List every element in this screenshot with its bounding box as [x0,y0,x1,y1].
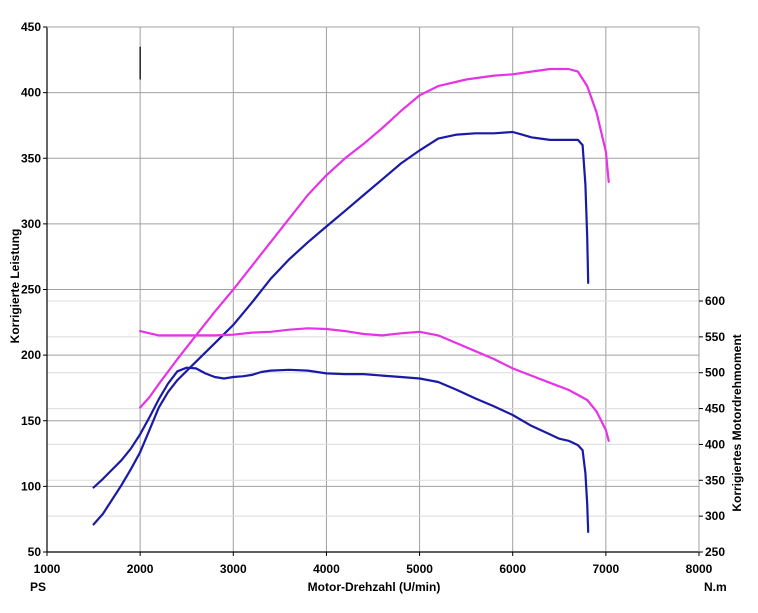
x-tick-label: 8000 [686,562,713,576]
x-tick-label: 2000 [127,562,154,576]
y-left-tick-label: 400 [21,86,41,100]
power-curve-magenta [139,67,610,409]
y-right-tick-label: 550 [705,330,725,344]
tick-labels: 1000 2000 3000 4000 5000 6000 7000 8000 50 100 150… [21,20,725,576]
y-right-tick-label: 400 [705,437,725,451]
y-right-tick-label: 450 [705,402,725,416]
left-unit-label: PS [30,580,46,594]
power-curve-blue [92,130,590,526]
y-left-tick-label: 350 [21,151,41,165]
x-tick-label: 4000 [313,562,340,576]
x-tick-label: 7000 [593,562,620,576]
torque-curve-blue [92,366,590,533]
y-left-tick-label: 250 [21,283,41,297]
y-right-tick-label: 600 [705,294,725,308]
y-right-tick-label: 300 [705,509,725,523]
y-left-tick-label: 100 [21,479,41,493]
axes [43,26,703,556]
y-left-tick-label: 200 [21,348,41,362]
x-tick-label: 3000 [220,562,247,576]
x-tick-label: 1000 [34,562,61,576]
grid [47,27,699,552]
y-right-axis-label: Korrigiertes Motordrehmoment [730,334,744,511]
x-tick-label: 6000 [499,562,526,576]
torque-curve-magenta [139,327,610,442]
y-left-tick-label: 300 [21,217,41,231]
y-left-tick-label: 50 [28,545,42,559]
y-left-tick-label: 450 [21,20,41,34]
y-right-tick-label: 500 [705,366,725,380]
y-left-axis-label: Korrigierte Leistung [8,229,22,344]
y-left-tick-label: 150 [21,414,41,428]
y-right-tick-label: 250 [705,545,725,559]
series-group [92,67,610,533]
right-unit-label: N.m [704,580,727,594]
x-tick-label: 5000 [406,562,433,576]
y-right-tick-label: 350 [705,473,725,487]
x-axis-label: Motor-Drehzahl (U/min) [308,580,441,594]
